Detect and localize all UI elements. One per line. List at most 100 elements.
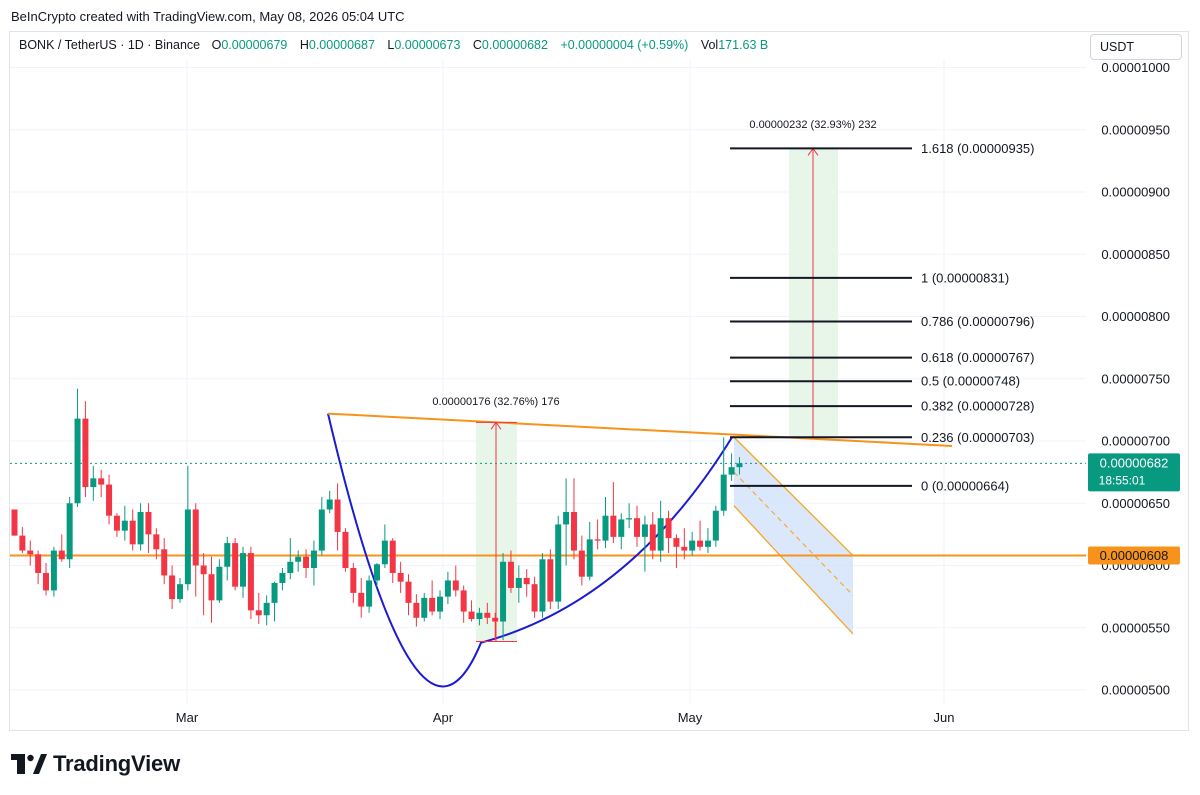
support-price-label-bg [1088,546,1180,565]
current-price-label-bg [1088,453,1180,492]
open-label: O [211,38,222,52]
candle-body [90,478,97,488]
candle-body [19,535,26,551]
currency-selector[interactable]: USDT [1090,34,1182,60]
x-tick-label: May [678,710,703,725]
low-value: 0.00000673 [394,38,461,52]
candle-body [113,515,120,531]
candle-body [641,524,648,537]
tradingview-logo-icon [11,754,47,774]
candle-body [43,572,50,591]
candle-body [287,561,294,573]
candle-body [476,612,483,620]
candle-body [350,567,357,593]
volume-label: Vol [700,38,719,52]
fib-level-label: 0.5 (0.00000748) [921,374,1020,389]
candle-body [492,617,499,622]
candle-body [58,550,65,560]
countdown-label: 18:55:01 [1099,473,1146,487]
fib-level-label: 0.786 (0.00000796) [921,314,1034,329]
candle-body [570,511,577,551]
candle-body [523,577,530,585]
candle-body [531,584,538,612]
candle-body [216,566,223,601]
candle-body [468,611,475,620]
candle-body [429,597,436,612]
candle-body [649,524,656,551]
candle-body [452,580,459,591]
candle-body [389,540,396,573]
ohlc-legend: BONK / TetherUS · 1D · Binance O 0.000006… [19,38,777,52]
candle-body [121,520,128,531]
candle-body [342,531,349,568]
x-tick-label: Jun [934,710,955,725]
candle-body [318,509,325,551]
y-tick-label: 0.00000950 [1101,122,1170,137]
candle-body [704,540,711,547]
candle-body [326,499,333,510]
candle-body [673,538,680,547]
y-tick-label: 0.00000650 [1101,496,1170,511]
candle-body [602,515,609,541]
candle-body [35,554,42,573]
candle-body [74,418,81,504]
candle-body [153,534,160,550]
candle-body [484,612,491,618]
target-annotation: 0.00000232 (32.93%) 232 [749,119,876,131]
candle-body [728,467,735,475]
y-tick-label: 0.00000900 [1101,185,1170,200]
fib-level-label: 1 (0.00000831) [921,270,1009,285]
y-tick-label: 0.00000500 [1101,683,1170,698]
fib-level-label: 0 (0.00000664) [921,478,1009,493]
candle-body [145,511,152,535]
candle-body [303,556,310,568]
support-price-label: 0.00000608 [1100,548,1169,563]
candle-body [232,543,239,587]
candle-body [255,610,262,616]
fib-level-label: 0.618 (0.00000767) [921,350,1034,365]
candle-body [586,539,593,577]
candle-body [271,582,278,603]
candle-body [689,540,696,551]
candle-body [50,550,57,591]
candle-body [184,509,191,585]
y-tick-label: 0.00001000 [1101,60,1170,75]
candle-body [697,540,704,547]
x-tick-label: Apr [433,710,454,725]
y-tick-label: 0.00000550 [1101,620,1170,635]
x-tick-label: Mar [176,710,199,725]
y-tick-label: 0.00000850 [1101,247,1170,262]
candle-body [137,511,144,545]
candle-body [381,540,388,565]
fib-level-label: 0.236 (0.00000703) [921,430,1034,445]
candle-body [594,539,601,541]
cup-neckline [327,412,953,447]
flag-channel-upper-line [733,436,854,557]
candle-body [460,590,467,612]
candle-body [720,474,727,511]
candle-body [310,550,317,568]
candle-body [563,511,570,525]
symbol-label[interactable]: BONK / TetherUS · 1D · Binance [19,38,201,52]
candle-body [657,518,664,551]
candle-body [224,543,231,567]
candle-body [373,564,380,581]
change-value: +0.00000004 (+0.59%) [560,38,689,52]
candle-body [665,518,672,539]
candle-body [618,519,625,537]
candle-body [555,524,562,602]
candle-body [626,518,633,520]
tradingview-logo[interactable]: TradingView [11,750,180,778]
candle-body [169,575,176,600]
candle-body [578,550,585,577]
candle-body [634,518,641,537]
candle-body [712,510,719,541]
candle-body [405,581,412,603]
candle-body [444,580,451,597]
candle-body [397,572,404,582]
close-value: 0.00000682 [481,38,548,52]
flag-channel-lower-line [733,505,854,635]
candle-body [263,602,270,616]
candle-body [539,559,546,612]
